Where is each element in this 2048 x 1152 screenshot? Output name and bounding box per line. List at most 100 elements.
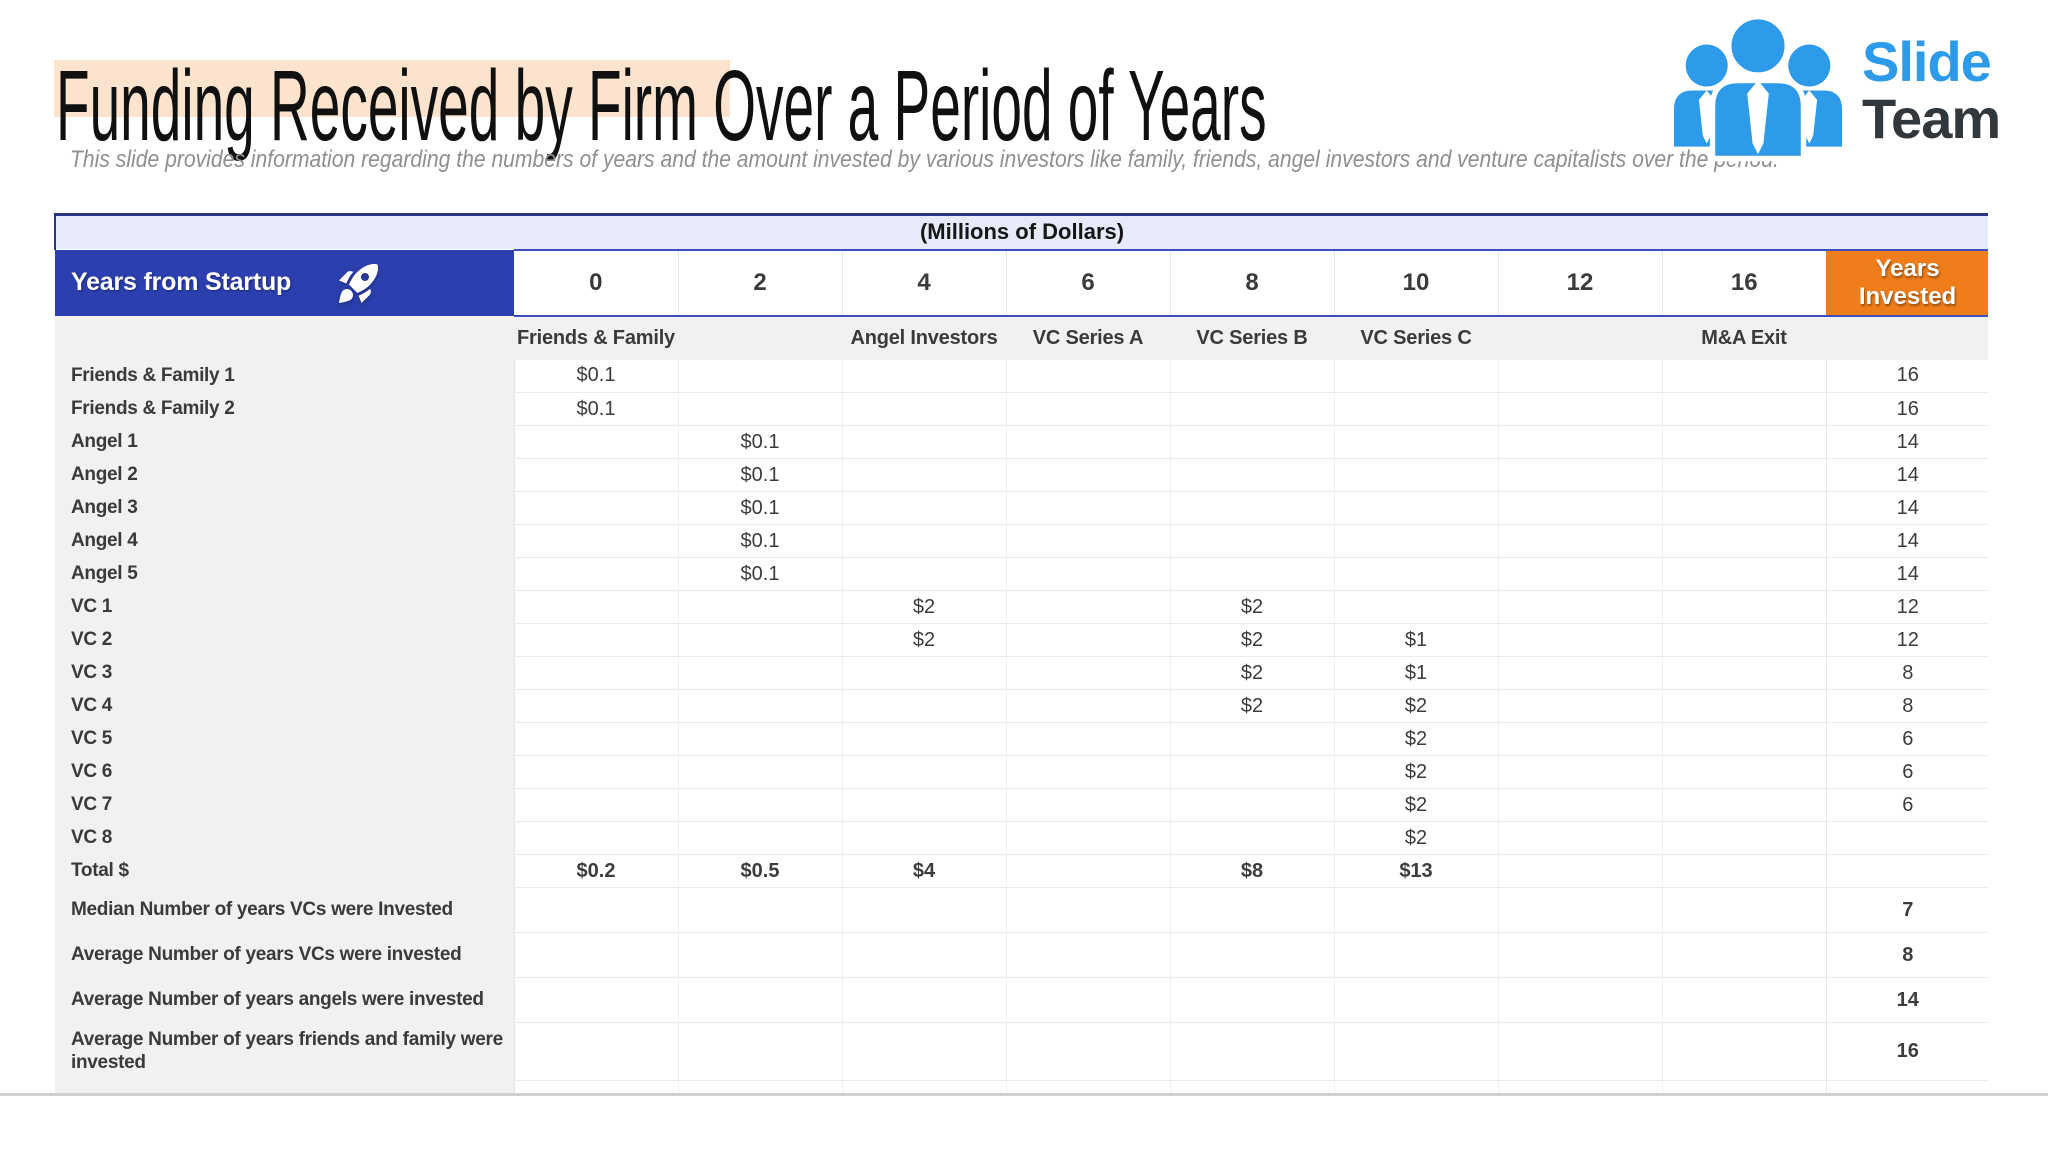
cell-value: [1661, 977, 1826, 1023]
table-row: Total $ $0.2 $0.5 $4 $8 $13: [55, 854, 1988, 888]
cell-value: [1169, 722, 1334, 756]
cell-value: [513, 1022, 678, 1081]
cell-years-invested: 7: [1825, 887, 1988, 933]
cell-value: [1497, 458, 1662, 492]
cell-value: $2: [1169, 689, 1334, 723]
cell-years-invested: [1825, 1080, 1988, 1093]
row-label: VC 6: [55, 755, 514, 789]
cell-value: [677, 623, 842, 657]
cell-value: [1333, 458, 1498, 492]
cell-value: [841, 689, 1006, 723]
cell-years-invested: 12: [1825, 590, 1988, 624]
cell-value: [841, 755, 1006, 789]
table-row: VC 2 $2 $2 $1 12: [55, 623, 1988, 657]
cell-years-invested: 14: [1825, 425, 1988, 459]
cell-value: [1661, 854, 1826, 888]
group-header: VC Series C: [1334, 315, 1498, 360]
cell-value: [1333, 359, 1498, 393]
years-invested-header: Years Invested: [1826, 248, 1988, 317]
cell-value: [677, 359, 842, 393]
row-label: Angel 5: [55, 557, 514, 591]
cell-value: [1497, 359, 1662, 393]
cell-value: $13: [1333, 854, 1498, 888]
cell-value: [513, 821, 678, 855]
table-row: Average Number of years VCs were investe…: [55, 932, 1988, 978]
year-col-header: 0: [514, 248, 678, 317]
table-row: [55, 1080, 1988, 1093]
cell-value: [513, 425, 678, 459]
cell-value: [513, 1080, 678, 1093]
cell-value: $1: [1333, 656, 1498, 690]
cell-value: [513, 491, 678, 525]
table-row: Angel 4 $0.1 14: [55, 524, 1988, 558]
investor-group-header-row: Friends & Family Angel Investors VC Seri…: [55, 315, 1988, 360]
page-subtitle: This slide provides information regardin…: [70, 146, 1779, 173]
cell-value: [1497, 854, 1662, 888]
row-label: Total $: [55, 854, 514, 888]
logo-word-slide: Slide: [1862, 29, 1992, 93]
cell-value: [841, 359, 1006, 393]
row-label: Average Number of years angels were inve…: [55, 977, 514, 1023]
cell-value: [1005, 1022, 1170, 1081]
table-row: Average Number of years friends and fami…: [55, 1022, 1988, 1081]
cell-value: [1005, 590, 1170, 624]
row-label: VC 5: [55, 722, 514, 756]
cell-value: [1661, 1022, 1826, 1081]
cell-value: [513, 722, 678, 756]
table-row: Angel 1 $0.1 14: [55, 425, 1988, 459]
cell-value: [1005, 821, 1170, 855]
cell-value: [1005, 491, 1170, 525]
cell-value: $2: [1169, 656, 1334, 690]
cell-value: [1005, 524, 1170, 558]
cell-value: [513, 590, 678, 624]
cell-value: [1497, 590, 1662, 624]
corner-header-cell: Years from Startup: [55, 249, 514, 316]
cell-value: $0.1: [677, 491, 842, 525]
cell-value: [677, 689, 842, 723]
cell-value: [1333, 1080, 1498, 1093]
table-header-row: Years from Startup 0 2 4 6 8 10 12 16 Ye…: [55, 248, 1988, 317]
cell-value: [1005, 977, 1170, 1023]
cell-value: [1497, 977, 1662, 1023]
row-label: Friends & Family 1: [55, 359, 514, 393]
cell-value: [1497, 656, 1662, 690]
cell-value: [677, 1080, 842, 1093]
slideteam-logo: Slide Team: [1660, 14, 2040, 166]
cell-value: [677, 887, 842, 933]
cell-value: [677, 977, 842, 1023]
cell-value: $0.2: [513, 854, 678, 888]
cell-years-invested: 6: [1825, 722, 1988, 756]
cell-years-invested: [1825, 854, 1988, 888]
cell-value: [1497, 425, 1662, 459]
cell-value: [1333, 524, 1498, 558]
cell-value: [677, 755, 842, 789]
cell-value: $2: [1333, 755, 1498, 789]
cell-value: [1661, 788, 1826, 822]
cell-value: [1169, 1022, 1334, 1081]
row-label: [55, 1080, 514, 1093]
group-header: VC Series A: [1006, 315, 1170, 360]
cell-years-invested: 8: [1825, 689, 1988, 723]
cell-value: [841, 932, 1006, 978]
cell-value: [1333, 425, 1498, 459]
cell-value: [1497, 1080, 1662, 1093]
row-label: Angel 1: [55, 425, 514, 459]
cell-value: $2: [1169, 590, 1334, 624]
cell-value: [1169, 392, 1334, 426]
units-banner: (Millions of Dollars): [54, 213, 1988, 250]
cell-value: [841, 557, 1006, 591]
cell-value: [1333, 590, 1498, 624]
row-label: Average Number of years friends and fami…: [55, 1022, 514, 1081]
cell-value: [513, 557, 678, 591]
rocket-icon: [339, 263, 379, 303]
cell-value: [1497, 887, 1662, 933]
table-row: Median Number of years VCs were Invested…: [55, 887, 1988, 933]
cell-years-invested: 16: [1825, 392, 1988, 426]
row-label: VC 7: [55, 788, 514, 822]
cell-years-invested: 14: [1825, 977, 1988, 1023]
cell-value: [1005, 359, 1170, 393]
cell-value: [1497, 524, 1662, 558]
cell-years-invested: 6: [1825, 788, 1988, 822]
cell-value: [1661, 392, 1826, 426]
year-col-header: 16: [1661, 248, 1826, 317]
